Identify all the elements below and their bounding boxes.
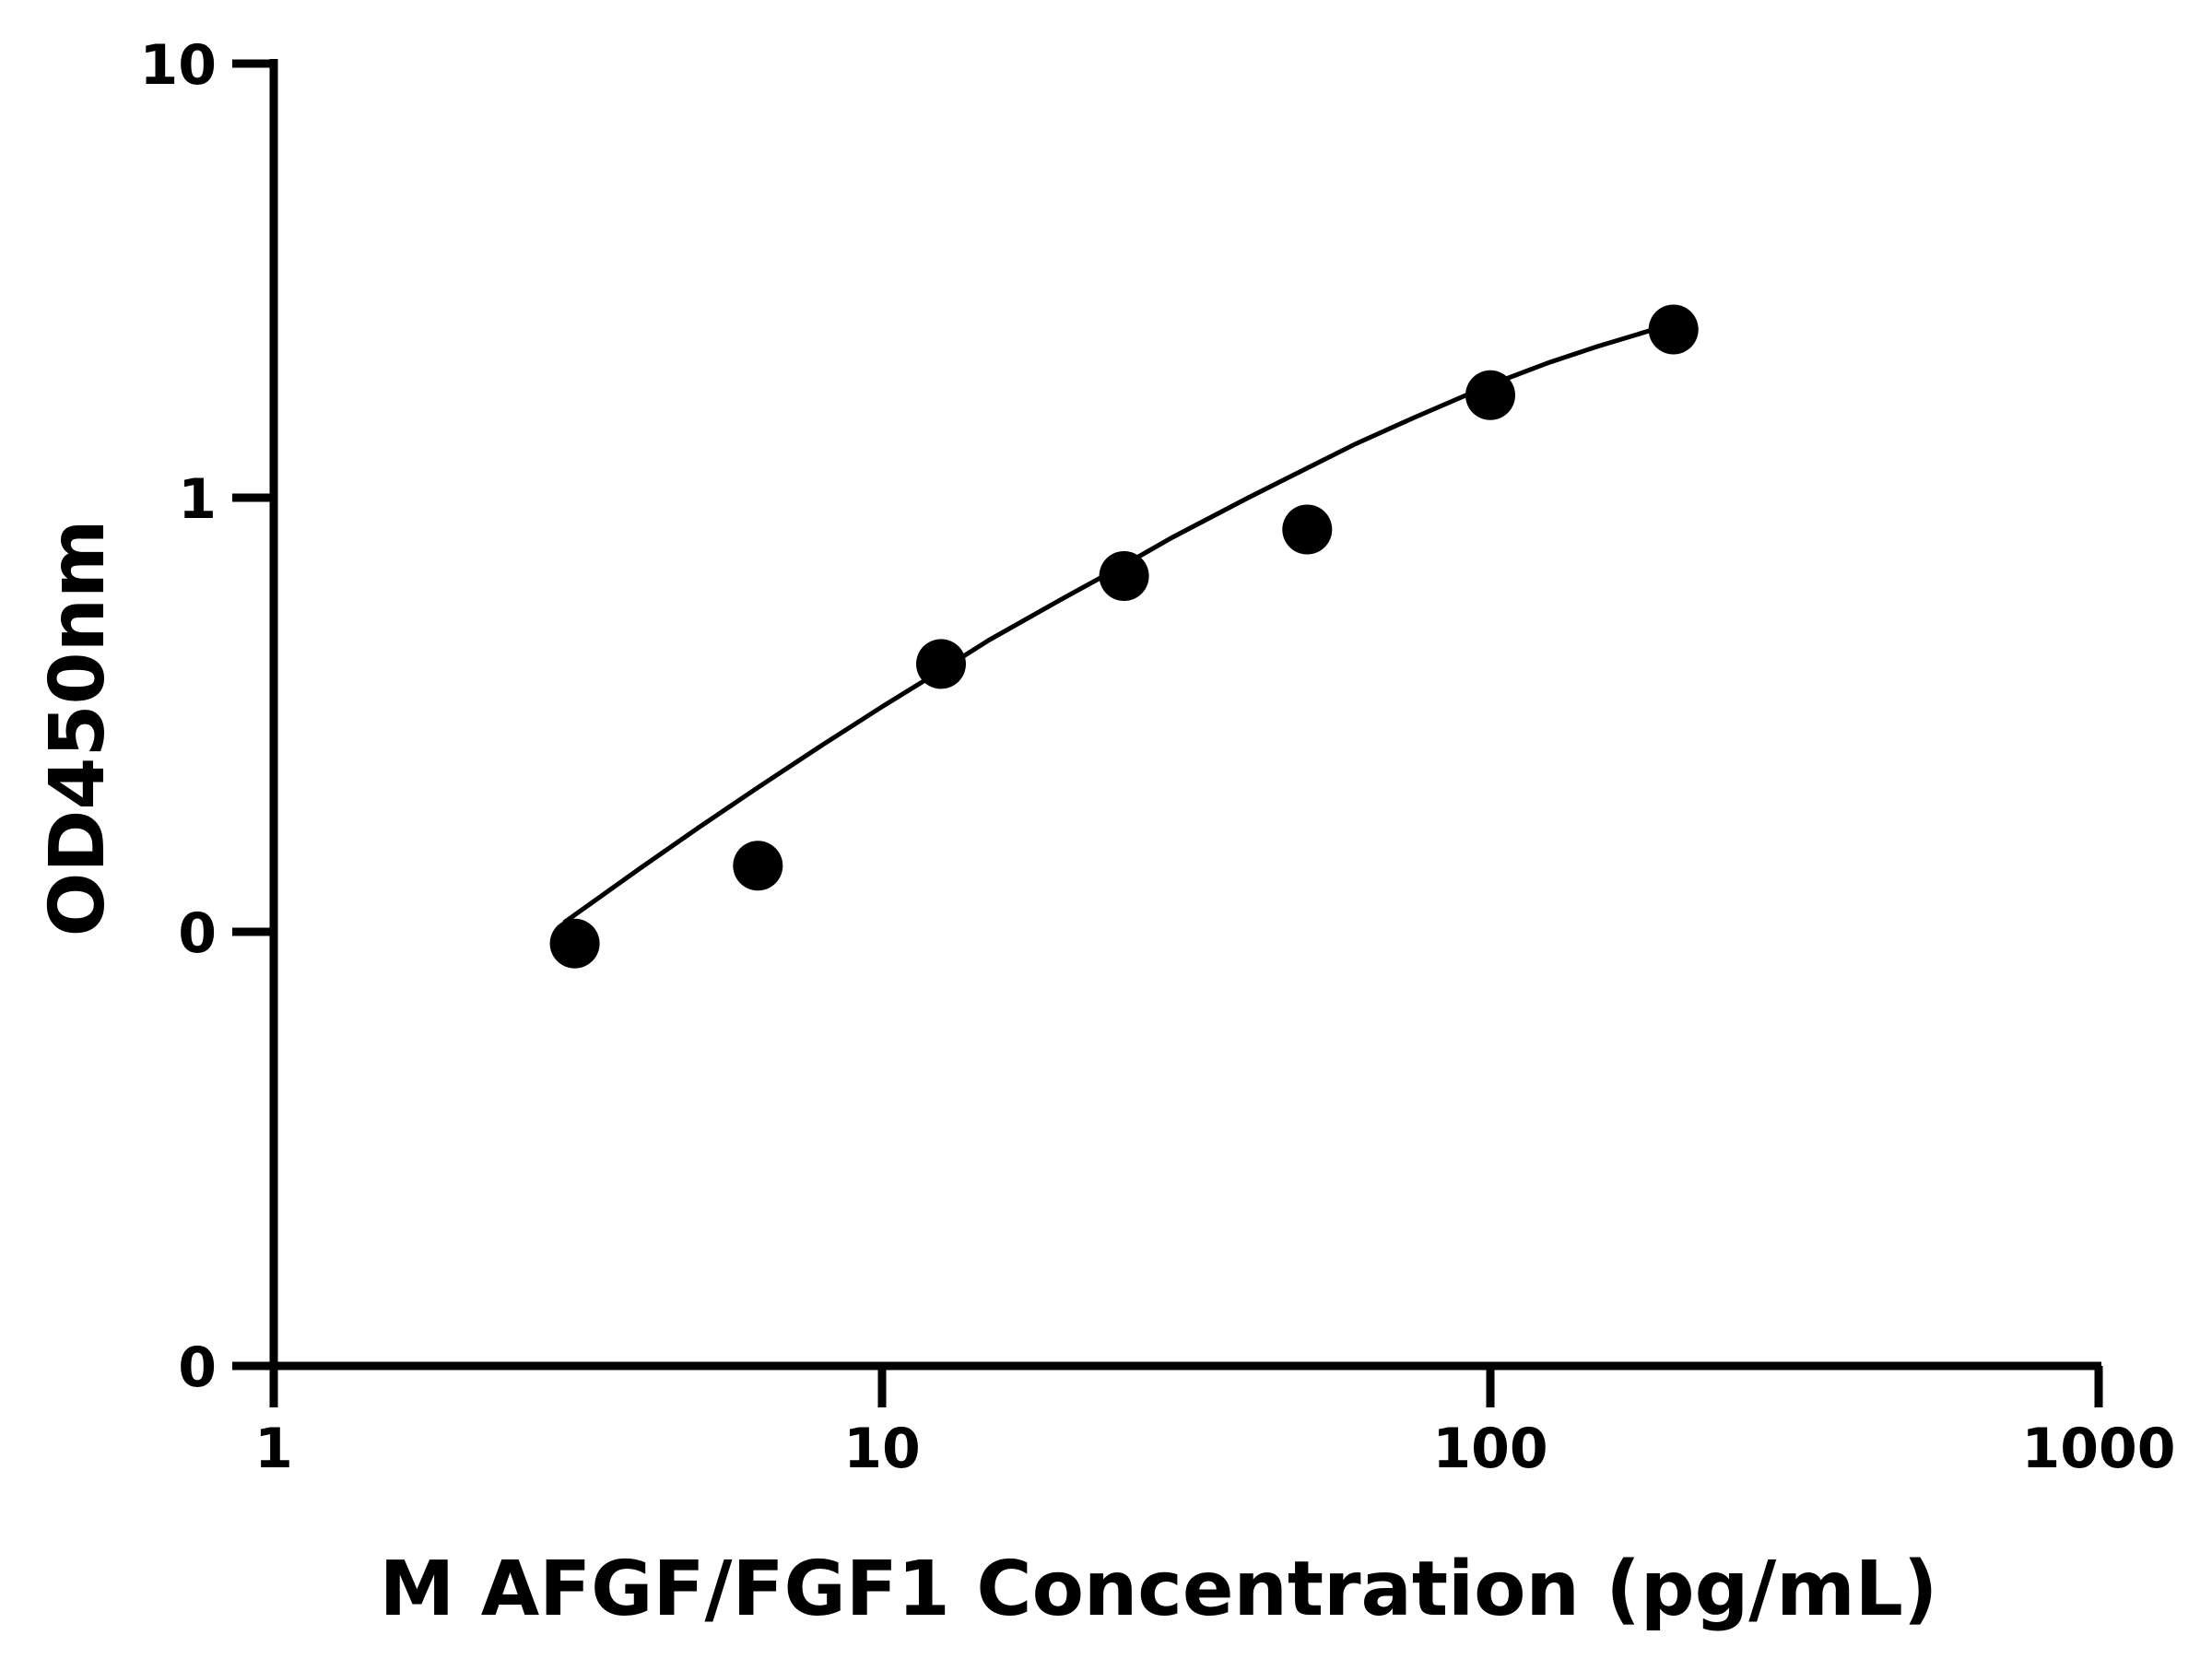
y-ticks: 0 0 1 10 <box>140 33 274 1400</box>
points-layer <box>549 304 1699 969</box>
fit-layer <box>562 321 1675 925</box>
data-point <box>1099 551 1149 601</box>
x-tick-label: 10 <box>843 1417 921 1481</box>
x-axis-title: M AFGF/FGF1 Concentration (pg/mL) <box>380 1546 1938 1633</box>
x-tick-label: 1 <box>254 1417 293 1481</box>
y-tick-label: 0 <box>178 901 217 966</box>
x-tick-label: 100 <box>1432 1417 1547 1481</box>
y-tick-label: 1 <box>178 467 217 532</box>
axes <box>232 59 2101 1371</box>
x-ticks: 1 10 100 1000 <box>254 1366 2176 1481</box>
y-tick-label: 10 <box>140 33 218 98</box>
data-point <box>549 918 600 969</box>
y-axis-title: OD450nm <box>34 520 122 937</box>
y-tick-label: 0 <box>178 1335 217 1400</box>
x-tick-label: 1000 <box>2022 1417 2176 1481</box>
data-point <box>733 841 783 891</box>
data-point <box>1648 304 1699 355</box>
data-point <box>1465 370 1515 420</box>
fit-curve <box>562 321 1675 925</box>
data-point <box>916 639 966 689</box>
data-point <box>1282 504 1333 555</box>
